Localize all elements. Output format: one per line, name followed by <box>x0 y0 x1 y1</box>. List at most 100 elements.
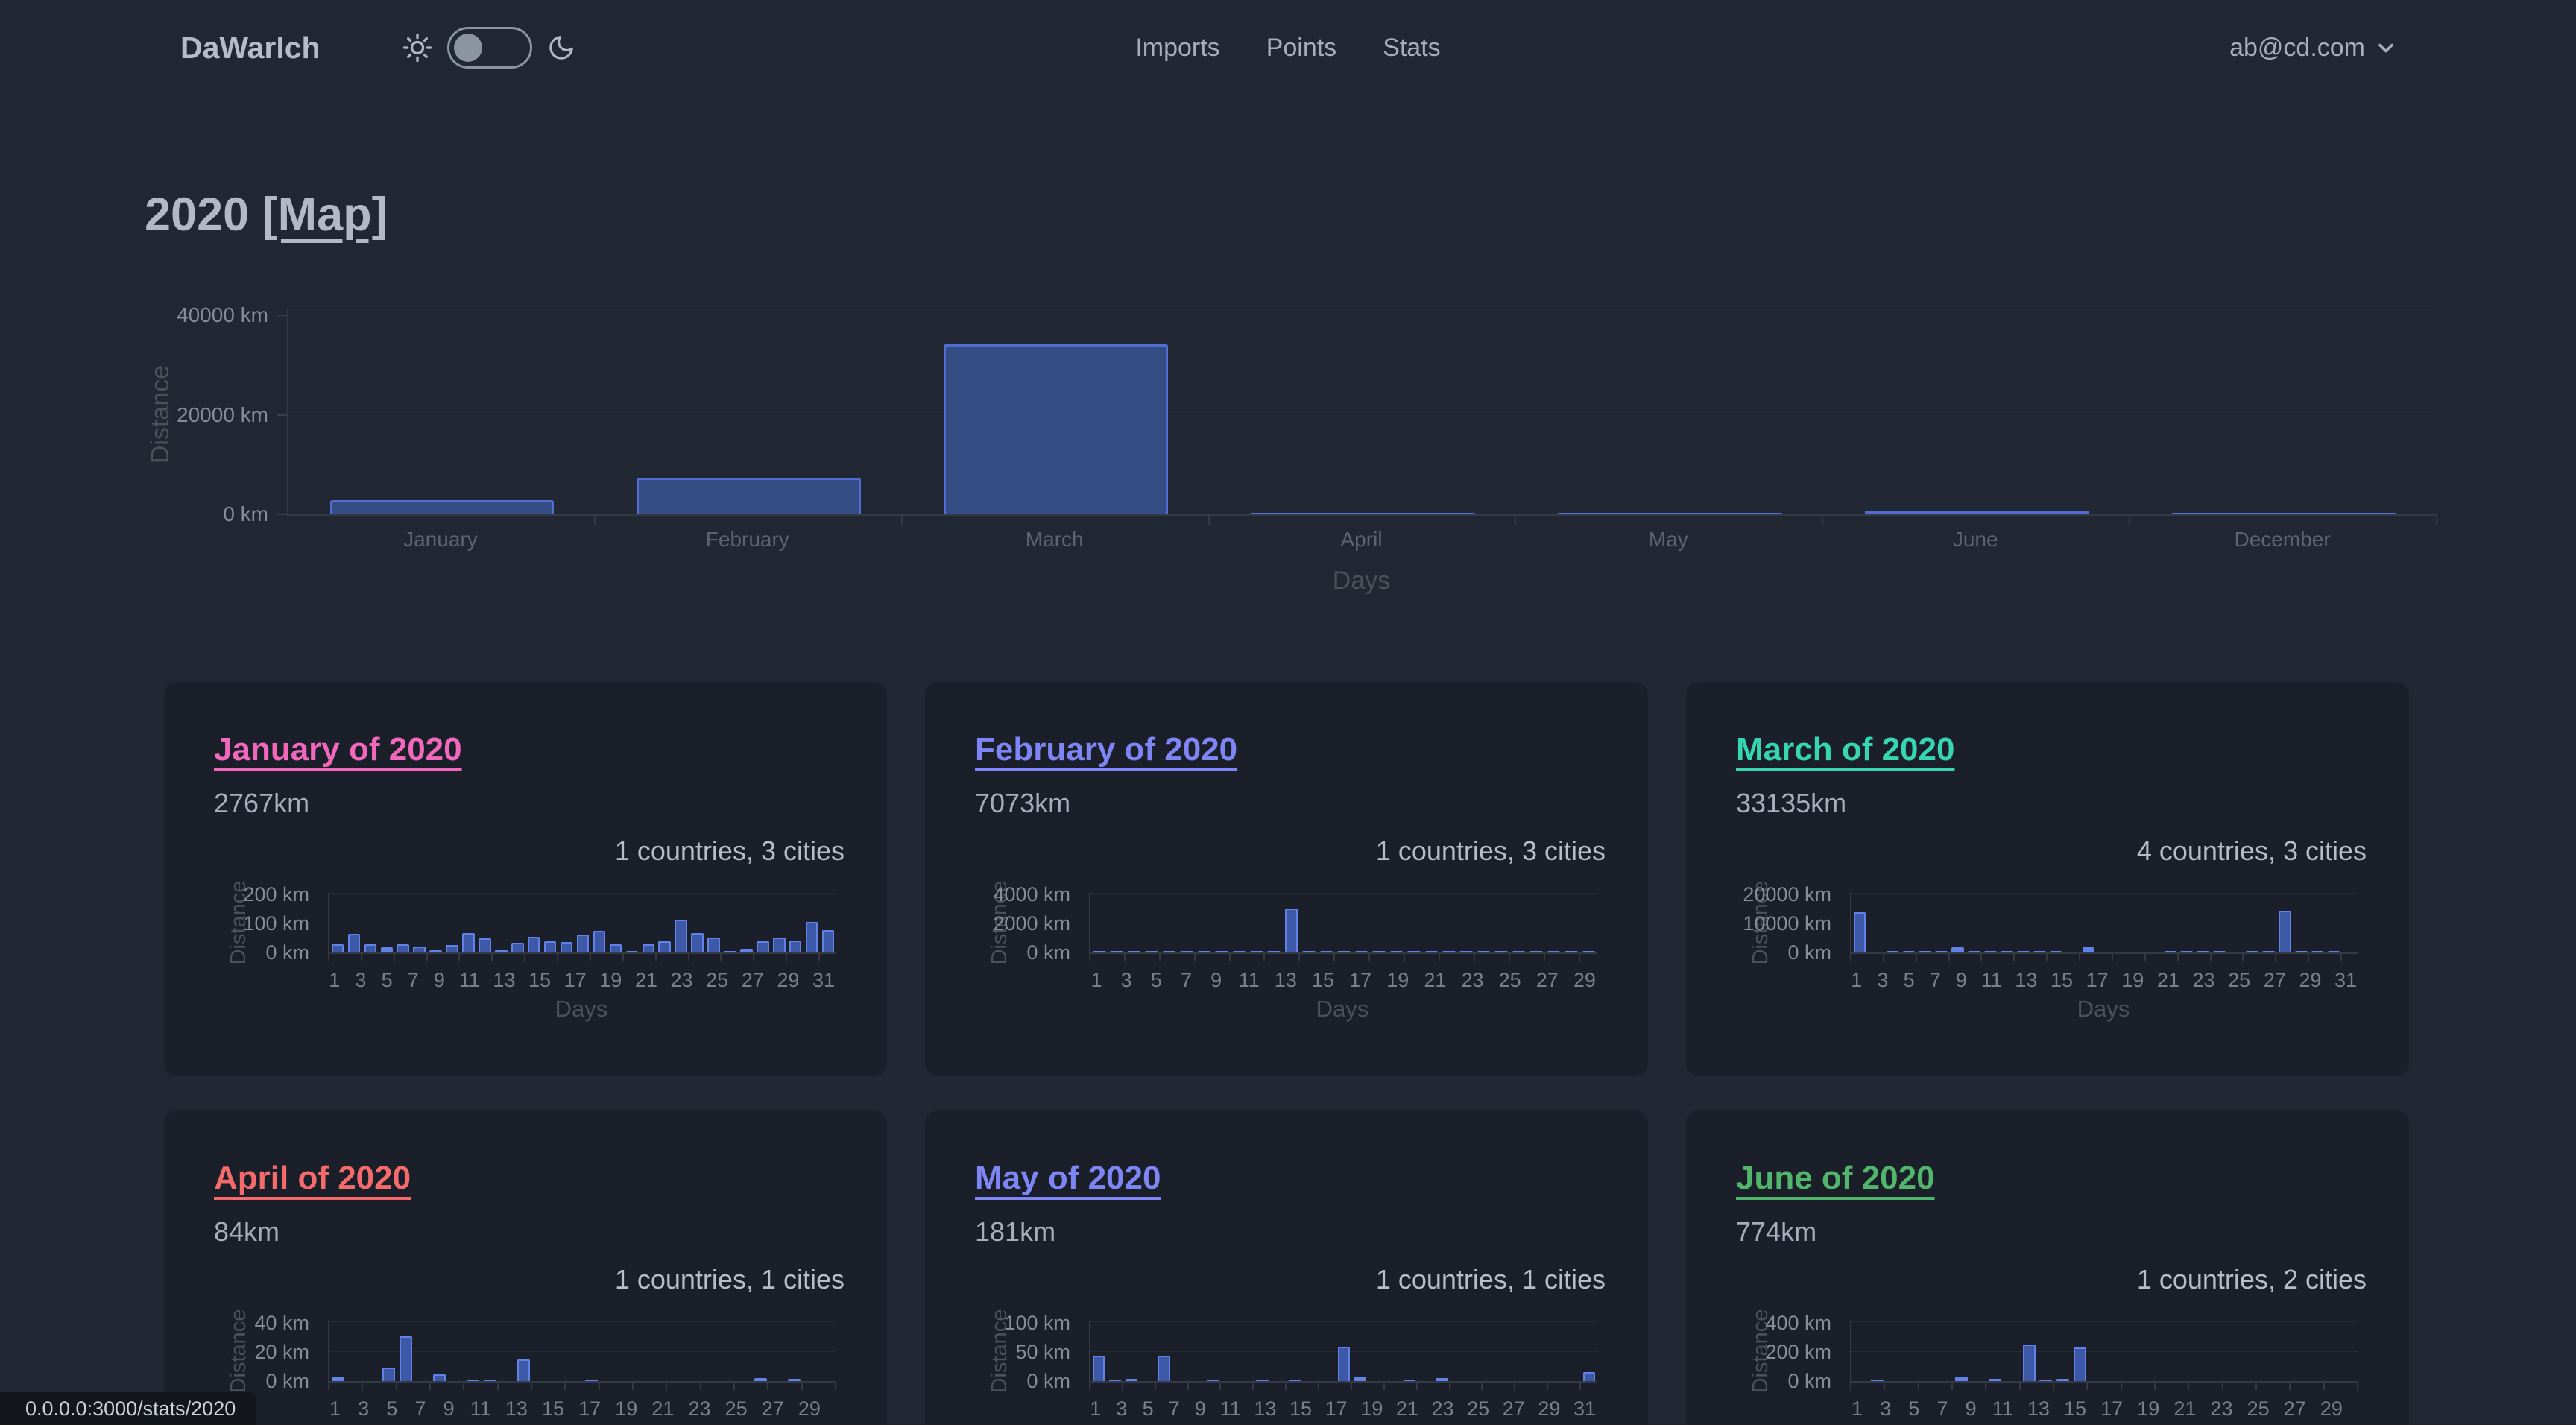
day-slot-day-10 <box>1998 893 2015 952</box>
nav-link-stats[interactable]: Stats <box>1383 33 1441 62</box>
x-boundary-tick <box>2144 954 2146 961</box>
month-link[interactable]: June of 2020 <box>1736 1160 1935 1196</box>
day-tick <box>1484 969 1499 992</box>
day-bar-day-10 <box>483 1379 496 1381</box>
day-slot-day-6 <box>411 893 428 952</box>
month-link[interactable]: February of 2020 <box>975 731 1238 768</box>
day-slot-day-20 <box>1423 893 1440 952</box>
x-boundary-tick <box>1219 1383 1222 1390</box>
x-boundary-tick <box>598 1383 600 1390</box>
day-slot-day-5 <box>395 893 411 952</box>
x-boundary-tick <box>1917 1383 1919 1390</box>
month-link[interactable]: March of 2020 <box>1736 731 1955 768</box>
day-bar-day-25 <box>1512 950 1526 952</box>
day-slot-day-19 <box>634 1321 651 1381</box>
day-slot-day-27 <box>1545 893 1562 952</box>
app-logo[interactable]: DaWarIch <box>180 31 321 65</box>
month-link[interactable]: April of 2020 <box>214 1160 411 1196</box>
day-bar-day-2 <box>1108 1379 1122 1381</box>
day-tick <box>370 1397 385 1421</box>
x-boundary-tick <box>2209 954 2212 961</box>
day-bar-day-29 <box>1582 950 1596 952</box>
day-slot-day-13 <box>532 1321 549 1381</box>
day-slot-day-7 <box>1196 893 1213 952</box>
day-bar-day-29 <box>2311 950 2324 952</box>
day-bar-day-19 <box>625 950 639 952</box>
day-slot-day-14 <box>1303 1321 1319 1381</box>
x-boundary-tick <box>2154 1383 2156 1390</box>
day-slot-day-29 <box>787 893 804 952</box>
day-tick: 31 <box>812 969 836 991</box>
month-distance: 33135km <box>1736 788 1847 818</box>
day-tick: 15 <box>542 1397 565 1420</box>
day-tick: 7 <box>407 969 419 991</box>
month-distance: 84km <box>214 1216 280 1247</box>
day-tick: 27 <box>761 1397 784 1420</box>
day-tick: 1 <box>1851 969 1863 991</box>
day-slot-day-16 <box>2105 1321 2122 1381</box>
day-slot-day-3 <box>362 893 379 952</box>
day-tick <box>764 969 777 992</box>
x-boundary-tick <box>1318 1383 1320 1390</box>
day-slot-day-22 <box>1434 1321 1450 1381</box>
day-slot-day-11 <box>1254 1321 1270 1381</box>
day-bar-day-14 <box>543 941 557 952</box>
day-slot-day-9 <box>1983 893 1999 952</box>
day-slot-day-15 <box>2088 1321 2105 1381</box>
day-tick: 21 <box>634 969 657 991</box>
nav-link-imports[interactable]: Imports <box>1135 33 1220 62</box>
day-tick <box>2343 1397 2357 1421</box>
day-tick <box>551 969 564 992</box>
nav-link-points[interactable]: Points <box>1266 33 1337 62</box>
x-boundary-tick <box>1508 954 1510 961</box>
month-link[interactable]: May of 2020 <box>975 1160 1161 1196</box>
day-tick: 11 <box>470 1397 491 1420</box>
x-boundary-tick <box>589 954 591 961</box>
day-slot-day-21 <box>2179 893 2195 952</box>
day-slot-day-30 <box>819 1321 836 1381</box>
day-slot-day-29 <box>2309 893 2326 952</box>
day-bar-day-13 <box>2056 1379 2069 1381</box>
day-tick: 27 <box>2283 1397 2306 1420</box>
user-menu[interactable]: ab@cd.com <box>2229 0 2396 95</box>
day-tick: 21 <box>1395 1397 1418 1420</box>
x-boundary-tick <box>1481 1383 1483 1390</box>
x-boundary-tick <box>1579 1383 1582 1390</box>
x-boundary-tick <box>1915 954 1917 961</box>
day-tick <box>2179 969 2193 992</box>
day-slot-day-12 <box>2037 1321 2054 1381</box>
day-bar-day-19 <box>1407 950 1421 952</box>
day-slot-day-12 <box>2031 893 2048 952</box>
day-slot-day-10 <box>476 893 493 952</box>
day-bar-day-8 <box>446 945 458 952</box>
day-tick: 27 <box>1535 969 1559 991</box>
day-tick <box>1371 969 1386 992</box>
day-slot-day-23 <box>701 1321 719 1381</box>
day-tick: 5 <box>386 1397 398 1420</box>
map-link[interactable]: [Map] <box>262 189 388 241</box>
day-bar-day-22 <box>1459 950 1474 952</box>
day-slot-day-12 <box>1270 1321 1287 1381</box>
day-bar-day-28 <box>787 1379 801 1381</box>
day-slot-day-17 <box>600 1321 617 1381</box>
day-tick <box>711 1397 725 1421</box>
day-slot-day-23 <box>2223 1321 2241 1381</box>
day-tick <box>784 1397 798 1421</box>
day-slot-day-26 <box>752 1321 769 1381</box>
day-tick <box>528 1397 542 1421</box>
plot-area <box>1089 1321 1597 1383</box>
day-tick <box>1560 1397 1573 1421</box>
day-slot-day-11 <box>2015 893 2031 952</box>
day-tick: 15 <box>528 969 552 991</box>
theme-switch[interactable] <box>447 27 532 69</box>
gridline <box>1090 1321 1597 1322</box>
x-boundary-tick <box>1228 954 1231 961</box>
day-bar-day-25 <box>724 950 736 952</box>
day-tick <box>428 1397 442 1421</box>
x-boundary-tick <box>1298 954 1301 961</box>
x-boundary-tick <box>1980 954 1983 961</box>
month-link[interactable]: January of 2020 <box>214 731 462 768</box>
day-tick: 15 <box>2064 1397 2087 1420</box>
x-boundary-tick <box>1208 516 1210 525</box>
x-axis-ticks: 1 3 5 7 9 11 13 15 17 19 21 23 25 27 29 31 <box>328 969 835 992</box>
